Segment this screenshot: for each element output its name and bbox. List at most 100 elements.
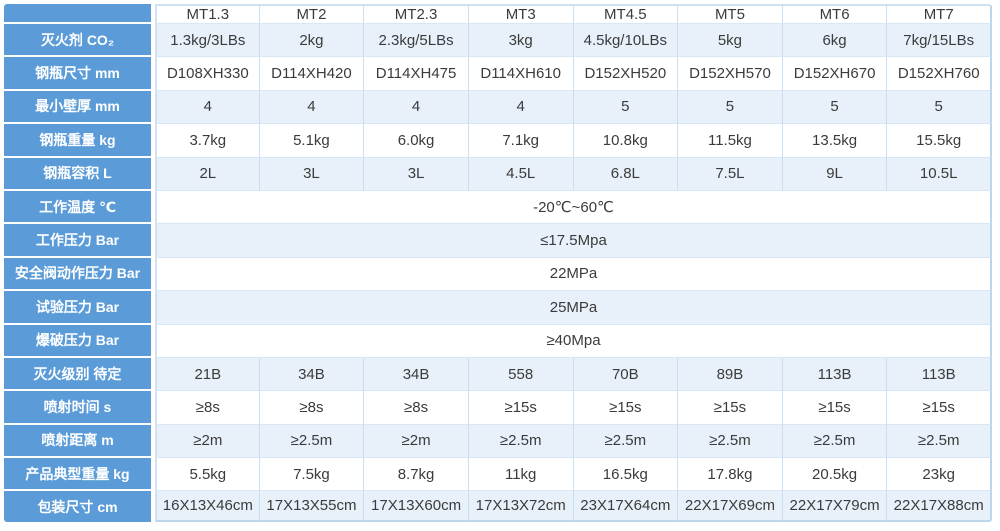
- cell: 34B: [259, 357, 365, 392]
- table-row: 产品典型重量 kg 5.5kg 7.5kg 8.7kg 11kg 16.5kg 17.8kg…: [4, 458, 992, 492]
- cell: 2L: [155, 157, 260, 191]
- cell: 558: [468, 357, 574, 392]
- cell: 17.8kg: [678, 458, 783, 492]
- cell: ≥8s: [259, 391, 365, 425]
- cell: D114XH610: [468, 57, 574, 91]
- cell: 34B: [364, 357, 469, 392]
- cell: ≥2.5m: [887, 424, 992, 459]
- cell: 17X13X55cm: [259, 491, 365, 522]
- cell: 3.7kg: [155, 124, 260, 158]
- corner-cell: [4, 4, 155, 24]
- cell: 22X17X69cm: [678, 491, 783, 522]
- cell: 10.5L: [887, 157, 992, 191]
- table-row: 爆破压力 Bar ≥40Mpa: [4, 324, 992, 358]
- table-row: 喷射时间 s ≥8s ≥8s ≥8s ≥15s ≥15s ≥15s ≥15s ≥15s: [4, 391, 992, 425]
- table-row: 包装尺寸 cm 16X13X46cm 17X13X55cm 17X13X60cm 17X…: [4, 491, 992, 522]
- cell: 8.7kg: [364, 458, 469, 492]
- cell: 4: [259, 90, 365, 125]
- cell: 5.5kg: [155, 458, 260, 492]
- cell: 7.5kg: [259, 458, 365, 492]
- cell: D114XH475: [364, 57, 469, 91]
- cell: 9L: [782, 157, 888, 191]
- spec-table-body: 灭火剂 CO₂ 1.3kg/3LBs 2kg 2.3kg/5LBs 3kg 4.5kg/1…: [4, 24, 992, 522]
- cell: ≥15s: [782, 391, 888, 425]
- row-label: 爆破压力 Bar: [4, 324, 155, 358]
- table-row: 钢瓶容积 L 2L 3L 3L 4.5L 6.8L 7.5L 9L 10.5L: [4, 157, 992, 191]
- row-label: 钢瓶容积 L: [4, 157, 155, 191]
- cell: 1.3kg/3LBs: [155, 24, 260, 58]
- cell: ≥2.5m: [782, 424, 888, 459]
- merged-cell: 25MPa: [155, 291, 992, 325]
- header-row: MT1.3 MT2 MT2.3 MT3 MT4.5 MT5 MT6 MT7: [4, 4, 992, 24]
- cell: D152XH570: [678, 57, 783, 91]
- row-label: 产品典型重量 kg: [4, 458, 155, 492]
- cell: 17X13X72cm: [468, 491, 574, 522]
- cell: 7.5L: [678, 157, 783, 191]
- cell: ≥2m: [364, 424, 469, 459]
- cell: 11.5kg: [678, 124, 783, 158]
- row-label: 工作温度 ℃: [4, 190, 155, 225]
- cell: ≥15s: [887, 391, 992, 425]
- cell: D152XH670: [782, 57, 888, 91]
- column-header: MT2: [259, 4, 365, 24]
- cell: ≥2.5m: [468, 424, 574, 459]
- cell: 13.5kg: [782, 124, 888, 158]
- row-label: 喷射距离 m: [4, 424, 155, 459]
- cell: 6.8L: [573, 157, 679, 191]
- cell: D108XH330: [155, 57, 260, 91]
- cell: 7kg/15LBs: [887, 24, 992, 58]
- column-header: MT6: [782, 4, 888, 24]
- cell: 6kg: [782, 24, 888, 58]
- cell: ≥2m: [155, 424, 260, 459]
- cell: 89B: [678, 357, 783, 392]
- cell: D152XH760: [887, 57, 992, 91]
- cell: 7.1kg: [468, 124, 574, 158]
- column-header: MT2.3: [364, 4, 469, 24]
- cell: 11kg: [468, 458, 574, 492]
- cell: 6.0kg: [364, 124, 469, 158]
- cell: 4.5L: [468, 157, 574, 191]
- cell: 20.5kg: [782, 458, 888, 492]
- column-header: MT4.5: [573, 4, 679, 24]
- table-row: 喷射距离 m ≥2m ≥2.5m ≥2m ≥2.5m ≥2.5m ≥2.5m ≥2.5m ≥2.…: [4, 424, 992, 459]
- cell: 113B: [887, 357, 992, 392]
- cell: 15.5kg: [887, 124, 992, 158]
- merged-cell: ≥40Mpa: [155, 324, 992, 358]
- cell: ≥15s: [678, 391, 783, 425]
- cell: 22X17X79cm: [782, 491, 888, 522]
- table-row: 最小壁厚 mm 4 4 4 4 5 5 5 5: [4, 90, 992, 125]
- cell: ≥2.5m: [573, 424, 679, 459]
- row-label: 最小壁厚 mm: [4, 90, 155, 125]
- spec-table: MT1.3 MT2 MT2.3 MT3 MT4.5 MT5 MT6 MT7 灭火剂 CO₂ 1.…: [4, 4, 992, 522]
- table-row: 安全阀动作压力 Bar 22MPa: [4, 257, 992, 292]
- cell: D152XH520: [573, 57, 679, 91]
- cell: 16.5kg: [573, 458, 679, 492]
- row-label: 钢瓶尺寸 mm: [4, 57, 155, 91]
- column-header: MT1.3: [155, 4, 260, 24]
- cell: ≥15s: [573, 391, 679, 425]
- column-header: MT5: [678, 4, 783, 24]
- cell: 5: [782, 90, 888, 125]
- cell: 4: [155, 90, 260, 125]
- row-label: 钢瓶重量 kg: [4, 124, 155, 158]
- cell: 5.1kg: [259, 124, 365, 158]
- cell: 4: [468, 90, 574, 125]
- cell: 17X13X60cm: [364, 491, 469, 522]
- cell: 23kg: [887, 458, 992, 492]
- cell: 22X17X88cm: [887, 491, 992, 522]
- merged-cell: ≤17.5Mpa: [155, 224, 992, 258]
- cell: 4: [364, 90, 469, 125]
- cell: 3L: [364, 157, 469, 191]
- cell: 10.8kg: [573, 124, 679, 158]
- column-header: MT3: [468, 4, 574, 24]
- cell: 2.3kg/5LBs: [364, 24, 469, 58]
- cell: 3L: [259, 157, 365, 191]
- table-row: 工作压力 Bar ≤17.5Mpa: [4, 224, 992, 258]
- row-label: 包装尺寸 cm: [4, 491, 155, 522]
- cell: 16X13X46cm: [155, 491, 260, 522]
- cell: 70B: [573, 357, 679, 392]
- cell: 23X17X64cm: [573, 491, 679, 522]
- cell: 21B: [155, 357, 260, 392]
- row-label: 喷射时间 s: [4, 391, 155, 425]
